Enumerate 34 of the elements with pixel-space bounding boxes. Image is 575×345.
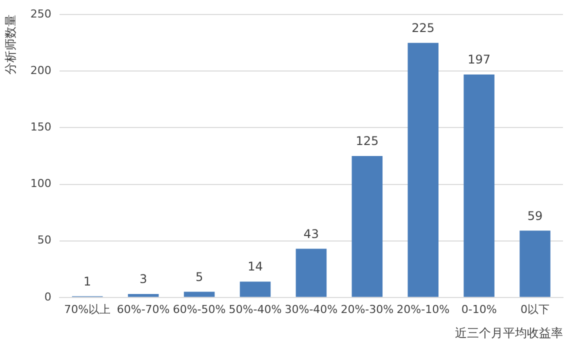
bar <box>296 248 327 297</box>
bar <box>184 292 215 297</box>
x-tick-label: 70%以上 <box>64 302 111 316</box>
bar <box>128 294 159 297</box>
bar <box>352 156 383 297</box>
x-tick-label: 0以下 <box>520 302 550 316</box>
x-tick-label: 0-10% <box>461 302 497 316</box>
y-tick-label: 100 <box>30 177 52 190</box>
bar <box>240 282 271 297</box>
data-label: 59 <box>527 208 543 223</box>
data-label: 197 <box>468 52 491 67</box>
x-tick-label: 20%-10% <box>396 302 450 316</box>
data-label: 1 <box>84 274 92 288</box>
bar <box>408 42 438 297</box>
y-tick-label: 200 <box>30 64 52 78</box>
x-tick-label: 50%-40% <box>228 302 282 316</box>
x-tick-label: 30%-40% <box>284 302 338 316</box>
data-label: 43 <box>304 226 319 241</box>
y-tick-label: 150 <box>30 120 52 134</box>
data-label: 5 <box>195 270 204 284</box>
data-label: 125 <box>356 134 379 148</box>
data-label: 14 <box>248 260 263 274</box>
x-axis-title: 近三个月平均收益率 <box>455 326 563 340</box>
y-axis-title: 分析师数量 <box>3 14 18 75</box>
y-tick-label: 0 <box>44 290 52 304</box>
data-label: 3 <box>140 272 148 286</box>
y-tick-label: 50 <box>37 234 52 247</box>
data-label: 225 <box>412 21 435 36</box>
x-tick-label: 20%-30% <box>340 302 394 316</box>
bar <box>520 230 550 297</box>
y-tick-label: 250 <box>30 7 52 20</box>
x-tick-label: 60%-70% <box>116 302 170 316</box>
bar <box>464 74 494 297</box>
x-tick-label: 60%-50% <box>172 302 226 316</box>
